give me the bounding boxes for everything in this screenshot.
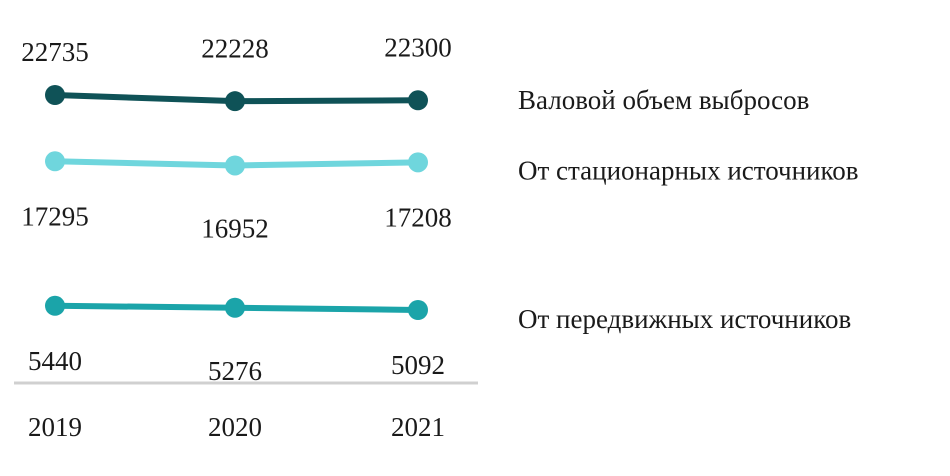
value-label: 17208 — [384, 203, 452, 233]
value-label: 22735 — [21, 37, 89, 67]
value-label: 22300 — [384, 33, 452, 63]
value-label: 5092 — [391, 350, 445, 380]
legend-label: От передвижных источников — [518, 304, 851, 334]
value-label: 5276 — [208, 356, 262, 386]
value-label: 5440 — [28, 346, 82, 376]
value-label: 16952 — [201, 214, 269, 244]
data-point — [225, 155, 245, 176]
data-point — [45, 151, 65, 172]
legend-label: От стационарных источников — [518, 155, 858, 185]
data-point — [45, 85, 65, 105]
data-point — [45, 295, 65, 316]
data-point — [408, 90, 428, 111]
data-point — [225, 297, 245, 318]
value-label: 22228 — [201, 33, 269, 63]
data-point — [408, 152, 428, 173]
data-point — [225, 91, 245, 112]
x-tick-label: 2020 — [208, 412, 262, 442]
x-tick-label: 2021 — [391, 412, 445, 442]
data-point — [408, 300, 428, 320]
value-label: 17295 — [21, 201, 89, 231]
legend-label: Валовой объем выбросов — [518, 85, 809, 115]
x-tick-label: 2019 — [28, 412, 82, 442]
